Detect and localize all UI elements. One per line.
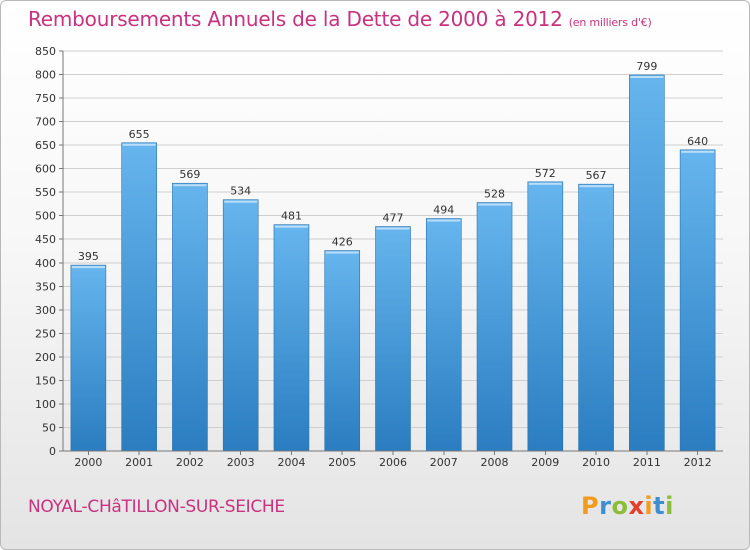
bar-value-label: 655 — [129, 128, 150, 141]
chart-title-text: Remboursements Annuels de la Dette de 20… — [28, 7, 563, 31]
bar-value-label: 494 — [433, 204, 454, 217]
bar — [476, 202, 513, 452]
logo-letter: i — [644, 492, 654, 520]
bar-highlight — [122, 143, 156, 146]
bar-highlight — [681, 150, 715, 153]
y-tick-label: 300 — [35, 304, 56, 317]
chart-title: Remboursements Annuels de la Dette de 20… — [28, 7, 652, 31]
logo-letter: i — [665, 492, 674, 520]
y-axis: 0 50 100 150 200 250 300 350 400 450 500 550 600 650 7… — [35, 45, 64, 458]
bar — [527, 181, 564, 452]
x-tick-label: 2007 — [430, 456, 458, 469]
y-tick-label: 850 — [35, 45, 56, 58]
bar — [425, 218, 462, 452]
x-tick-label: 2002 — [176, 456, 204, 469]
y-tick-label: 550 — [35, 186, 56, 199]
bar — [629, 74, 665, 452]
bar — [273, 224, 310, 452]
bar-highlight — [173, 184, 207, 187]
y-tick-label: 250 — [35, 327, 56, 340]
y-tick-label: 100 — [35, 398, 56, 411]
bar-highlight — [376, 227, 410, 230]
bar-highlight — [478, 203, 512, 206]
city-name: NOYAL-CHâTILLON-SUR-SEICHE — [28, 497, 285, 517]
bar-value-label: 534 — [230, 185, 251, 198]
y-tick-label: 450 — [35, 233, 56, 246]
y-tick-label: 650 — [35, 139, 56, 152]
bar-highlight — [427, 219, 461, 222]
y-tick-label: 0 — [49, 445, 56, 458]
y-tick-label: 700 — [35, 116, 56, 129]
y-tick-label: 50 — [42, 421, 56, 434]
y-tick-label: 200 — [35, 351, 56, 364]
bar — [70, 264, 107, 452]
bar-highlight — [325, 251, 359, 254]
logo-letter: o — [611, 492, 629, 520]
logo-letter: r — [599, 492, 612, 520]
bar-highlight — [274, 225, 308, 228]
y-tick-label: 600 — [35, 163, 56, 176]
chart-subtitle: (en milliers d'€) — [568, 16, 652, 29]
bar — [375, 226, 411, 452]
bar-value-label: 799 — [636, 60, 657, 73]
x-tick-label: 2005 — [328, 456, 356, 469]
bar-highlight — [224, 200, 258, 203]
y-tick-label: 150 — [35, 374, 56, 387]
x-axis: 2000 2001 2002 2003 2004 2005 2006 2007 2008 2009… — [63, 450, 723, 469]
logo-letter: P — [581, 492, 600, 520]
x-tick-label: 2000 — [74, 456, 102, 469]
bar-value-label: 640 — [687, 135, 708, 148]
bar-value-label: 395 — [78, 250, 99, 263]
y-tick-label: 750 — [35, 92, 56, 105]
y-tick-label: 800 — [35, 69, 56, 82]
bar — [222, 199, 259, 452]
bar-value-label: 426 — [332, 236, 353, 249]
x-tick-label: 2006 — [379, 456, 407, 469]
x-tick-label: 2004 — [277, 456, 305, 469]
y-tick-label: 350 — [35, 280, 56, 293]
x-tick-label: 2008 — [481, 456, 509, 469]
bar-highlight — [579, 185, 613, 188]
bar-value-label: 477 — [383, 212, 404, 225]
bar — [172, 182, 208, 452]
x-tick-label: 2010 — [582, 456, 610, 469]
x-tick-label: 2011 — [633, 456, 661, 469]
bar-value-label: 481 — [281, 210, 302, 223]
bars: 395 655 569 534 481 426 477 494 528 572 567 799 640 — [70, 60, 716, 452]
y-tick-label: 400 — [35, 257, 56, 270]
bar — [679, 149, 716, 452]
proxiti-logo: Proxiti — [581, 492, 674, 520]
bar-highlight — [71, 266, 105, 269]
bar-value-label: 528 — [484, 188, 505, 201]
x-tick-label: 2001 — [125, 456, 153, 469]
bar-value-label: 567 — [586, 169, 607, 182]
bar-highlight — [630, 76, 664, 78]
y-tick-label: 500 — [35, 210, 56, 223]
x-tick-label: 2009 — [531, 456, 559, 469]
bar — [578, 183, 614, 452]
bar-highlight — [528, 182, 562, 185]
bar-value-label: 572 — [535, 167, 556, 180]
x-tick-label: 2012 — [684, 456, 712, 469]
bar-value-label: 569 — [179, 168, 200, 181]
bar — [121, 142, 157, 452]
logo-letter: t — [653, 492, 666, 520]
logo-letter: x — [628, 492, 645, 520]
x-tick-label: 2003 — [227, 456, 255, 469]
bar — [324, 250, 361, 452]
